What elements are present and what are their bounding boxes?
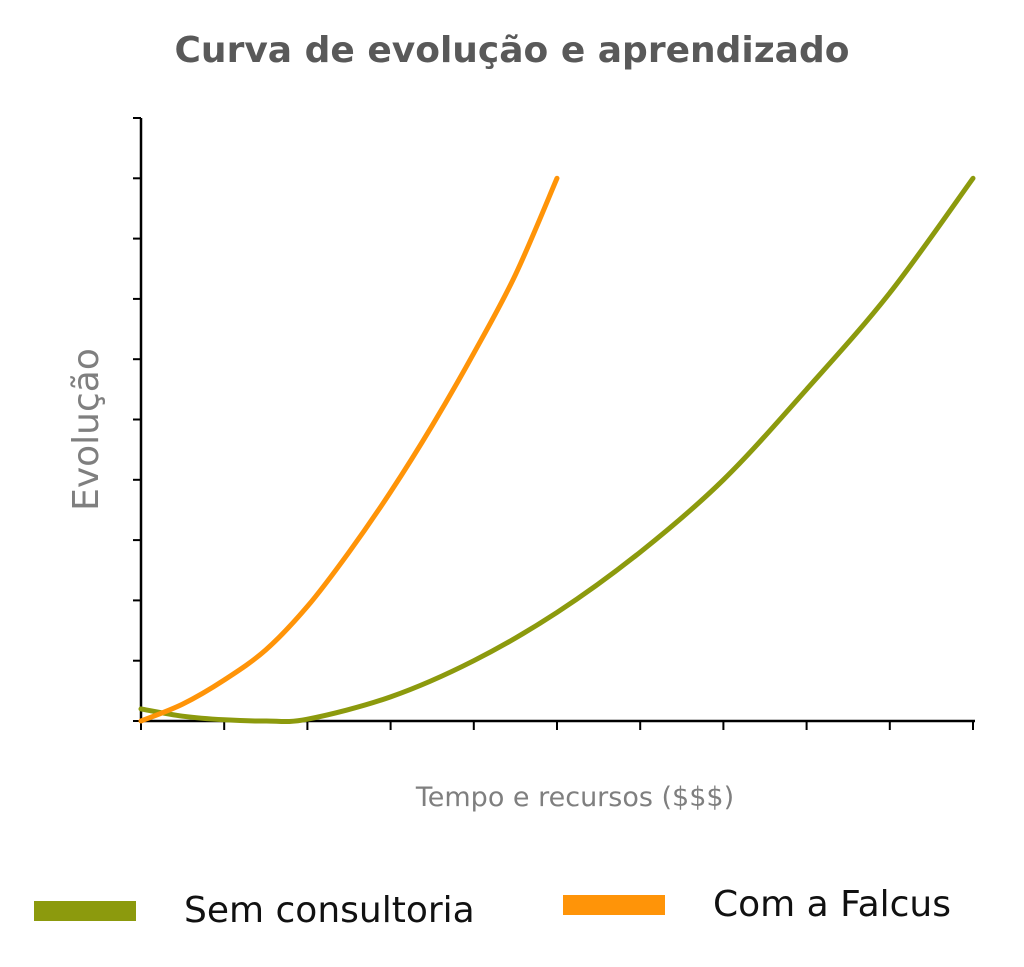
series-line-sem-consultoria <box>138 175 976 725</box>
legend-swatch-sem-consultoria <box>34 900 136 921</box>
legend: Sem consultoria Com a Falcus <box>0 884 1024 950</box>
legend-item-com-a-falcus: Com a Falcus <box>563 884 951 925</box>
legend-item-sem-consultoria: Sem consultoria <box>34 890 475 931</box>
legend-label-com-a-falcus: Com a Falcus <box>713 884 952 925</box>
chart-title: Curva de evolução e aprendizado <box>174 30 850 71</box>
legend-swatch-com-a-falcus <box>563 894 665 915</box>
y-axis-label: Evolução <box>66 348 107 511</box>
x-axis-label: Tempo e recursos ($$$) <box>415 782 734 813</box>
series-line-com-a-falcus <box>138 175 560 724</box>
legend-label-sem-consultoria: Sem consultoria <box>184 890 475 931</box>
